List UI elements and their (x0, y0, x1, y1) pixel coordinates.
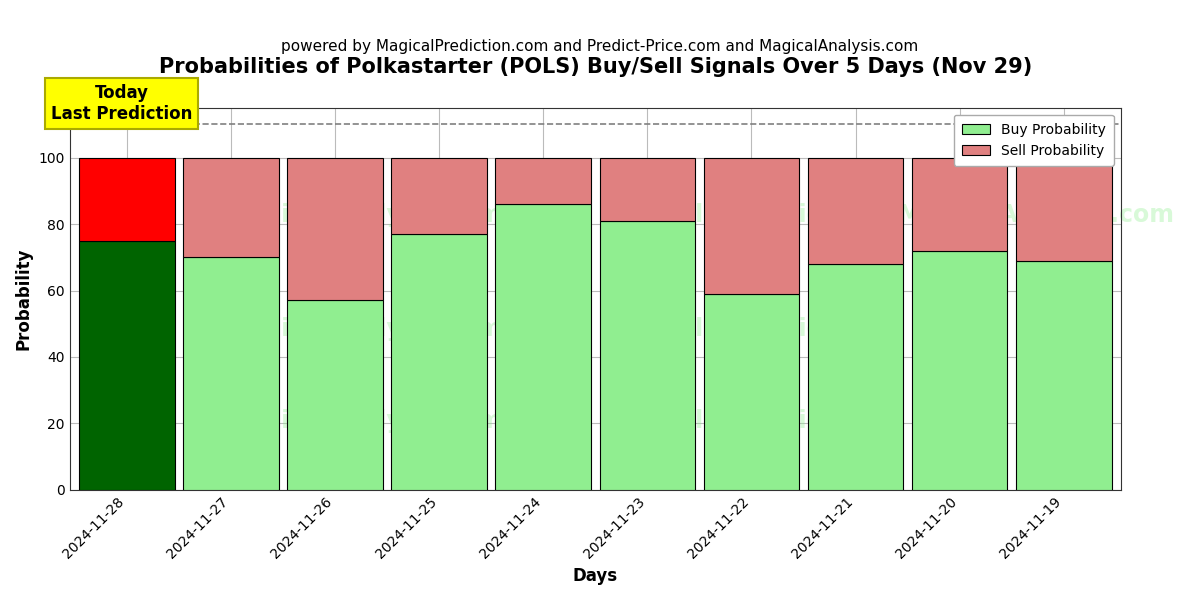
Bar (808, 158, 904, 264)
Text: MagicalAnalysis.com: MagicalAnalysis.com (899, 203, 1175, 227)
Bar (184, 257, 278, 490)
Title: Probabilities of Polkastarter (POLS) Buy/Sell Signals Over 5 Days (Nov 29): Probabilities of Polkastarter (POLS) Buy… (158, 57, 1032, 77)
Y-axis label: Probability: Probability (14, 248, 34, 350)
Bar (808, 264, 904, 490)
Legend: Buy Probability, Sell Probability: Buy Probability, Sell Probability (954, 115, 1114, 166)
Bar (703, 294, 799, 490)
Bar (79, 158, 175, 241)
Bar (600, 221, 695, 490)
Bar (912, 158, 1008, 251)
Bar (912, 251, 1008, 490)
Bar (1015, 158, 1111, 260)
Bar (391, 234, 487, 490)
Text: MagicalAnalysis.com: MagicalAnalysis.com (226, 409, 503, 433)
Text: MagicalPrediction.com: MagicalPrediction.com (601, 203, 905, 227)
Bar (79, 241, 175, 490)
Bar (496, 158, 592, 204)
X-axis label: Days: Days (572, 567, 618, 585)
Bar (391, 158, 487, 234)
Text: MagicalAnalysis.com: MagicalAnalysis.com (226, 203, 503, 227)
Bar (287, 158, 383, 301)
Text: MagicalPrediction.com: MagicalPrediction.com (601, 409, 905, 433)
Text: powered by MagicalPrediction.com and Predict-Price.com and MagicalAnalysis.com: powered by MagicalPrediction.com and Pre… (281, 39, 919, 54)
Text: MagicalPrediction.com: MagicalPrediction.com (601, 317, 905, 341)
Bar (287, 301, 383, 490)
Bar (184, 158, 278, 257)
Bar (1015, 260, 1111, 490)
Text: MagicalAnalysis.com: MagicalAnalysis.com (226, 317, 503, 341)
Bar (496, 204, 592, 490)
Bar (703, 158, 799, 294)
Text: Today
Last Prediction: Today Last Prediction (52, 84, 192, 122)
Bar (600, 158, 695, 221)
